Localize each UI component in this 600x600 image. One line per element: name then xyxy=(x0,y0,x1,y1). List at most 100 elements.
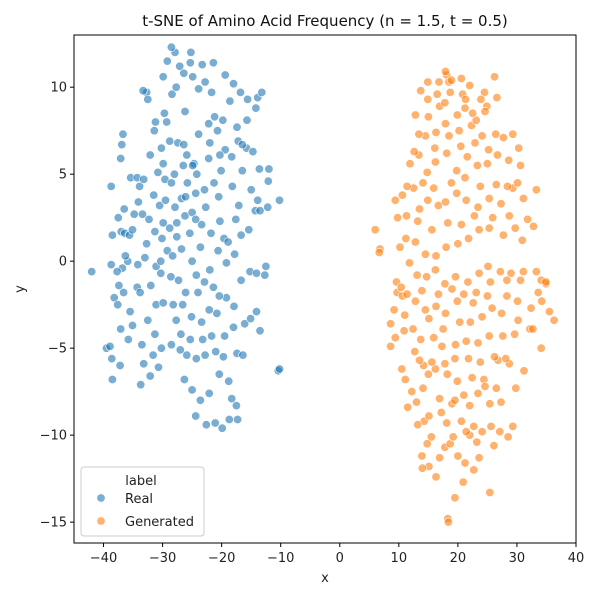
series-real xyxy=(87,42,284,433)
data-point xyxy=(422,167,432,177)
data-point xyxy=(460,103,470,113)
data-point xyxy=(180,107,190,117)
data-point xyxy=(248,147,258,157)
data-point xyxy=(220,331,230,341)
data-point xyxy=(422,272,432,282)
data-point xyxy=(181,287,191,297)
data-point xyxy=(477,131,487,141)
data-point xyxy=(177,244,187,254)
data-point xyxy=(213,246,223,256)
data-point xyxy=(159,108,169,118)
data-point xyxy=(386,319,396,329)
data-point xyxy=(485,399,495,409)
data-point xyxy=(401,234,411,244)
data-point xyxy=(440,67,450,77)
data-point xyxy=(401,211,411,221)
data-point xyxy=(179,68,189,78)
data-point xyxy=(201,202,211,212)
data-point xyxy=(252,268,262,278)
data-point xyxy=(503,432,513,442)
data-point xyxy=(414,204,424,214)
data-point xyxy=(461,94,471,104)
y-axis-label: y xyxy=(13,285,28,293)
data-point xyxy=(119,287,129,297)
data-point xyxy=(496,199,506,209)
data-point xyxy=(197,220,207,230)
data-point xyxy=(169,169,179,179)
data-point xyxy=(263,176,273,186)
data-point xyxy=(473,388,483,398)
y-tick-label: 0 xyxy=(59,255,67,270)
data-point xyxy=(123,334,133,344)
data-point xyxy=(492,93,502,103)
data-point xyxy=(158,298,168,308)
data-point xyxy=(474,453,484,463)
data-point xyxy=(515,275,525,285)
data-point xyxy=(214,192,224,202)
data-point xyxy=(442,369,452,379)
data-point xyxy=(498,331,508,341)
data-point xyxy=(191,270,201,280)
data-point xyxy=(395,242,405,252)
data-point xyxy=(166,42,176,52)
data-point xyxy=(404,258,414,268)
data-point xyxy=(166,272,176,282)
data-point xyxy=(175,61,185,71)
data-point xyxy=(489,72,499,82)
data-point xyxy=(445,87,455,97)
data-point xyxy=(489,441,499,451)
data-point xyxy=(417,463,427,473)
data-point xyxy=(154,362,164,372)
data-point xyxy=(456,220,466,230)
data-point xyxy=(396,282,406,292)
data-point xyxy=(252,307,262,317)
data-point xyxy=(484,331,494,341)
data-point xyxy=(429,183,439,193)
data-point xyxy=(204,388,214,398)
data-point xyxy=(210,418,220,428)
data-point xyxy=(238,350,248,360)
data-point xyxy=(508,129,518,139)
data-point xyxy=(467,373,477,383)
data-point xyxy=(186,47,196,57)
data-point xyxy=(216,166,226,176)
data-point xyxy=(456,141,466,151)
data-point xyxy=(135,287,145,297)
x-tick-label: 10 xyxy=(391,551,408,566)
data-point xyxy=(502,291,512,301)
data-point xyxy=(393,213,403,223)
data-point xyxy=(191,214,201,224)
data-point xyxy=(105,341,115,351)
data-point xyxy=(185,58,195,68)
data-point xyxy=(431,301,441,311)
data-point xyxy=(517,235,527,245)
data-point xyxy=(255,326,265,336)
data-point xyxy=(416,334,426,344)
data-point xyxy=(397,190,407,200)
data-point xyxy=(434,77,444,87)
data-point xyxy=(227,394,237,404)
data-point xyxy=(528,221,538,231)
data-point xyxy=(450,340,460,350)
data-point xyxy=(200,77,210,87)
data-point xyxy=(205,265,215,275)
data-point xyxy=(188,161,198,171)
data-point xyxy=(491,180,501,190)
data-point xyxy=(195,242,205,252)
data-point xyxy=(168,300,178,310)
data-point xyxy=(143,94,153,104)
data-point xyxy=(511,383,521,393)
x-axis-ticks: −40 −30 −20 −10 0 10 20 30 40 xyxy=(90,543,584,566)
data-point xyxy=(462,152,472,162)
data-point xyxy=(468,108,478,118)
data-point xyxy=(197,60,207,70)
data-point xyxy=(151,117,161,127)
data-point xyxy=(420,305,430,315)
data-point xyxy=(137,340,147,350)
data-point xyxy=(188,72,198,82)
data-point xyxy=(231,214,241,224)
data-point xyxy=(187,312,197,322)
data-point xyxy=(119,204,129,214)
data-point xyxy=(120,251,130,261)
data-point xyxy=(484,145,494,155)
